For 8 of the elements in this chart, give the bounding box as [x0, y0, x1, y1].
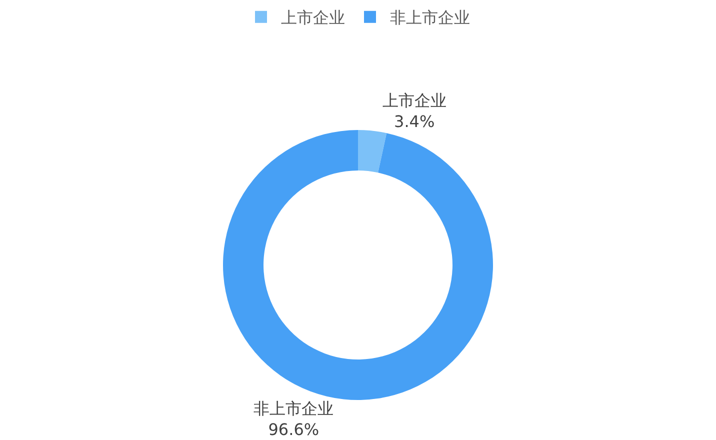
- slice-label: 上市企业: [382, 91, 446, 110]
- donut-slice: [223, 130, 493, 400]
- legend-label: 上市企业: [281, 8, 345, 28]
- legend-label: 非上市企业: [390, 8, 470, 28]
- donut-slice: [358, 130, 387, 173]
- slice-label: 非上市企业: [254, 399, 334, 418]
- data-label: 3.4%: [394, 112, 435, 131]
- data-label: 96.6%: [268, 420, 320, 439]
